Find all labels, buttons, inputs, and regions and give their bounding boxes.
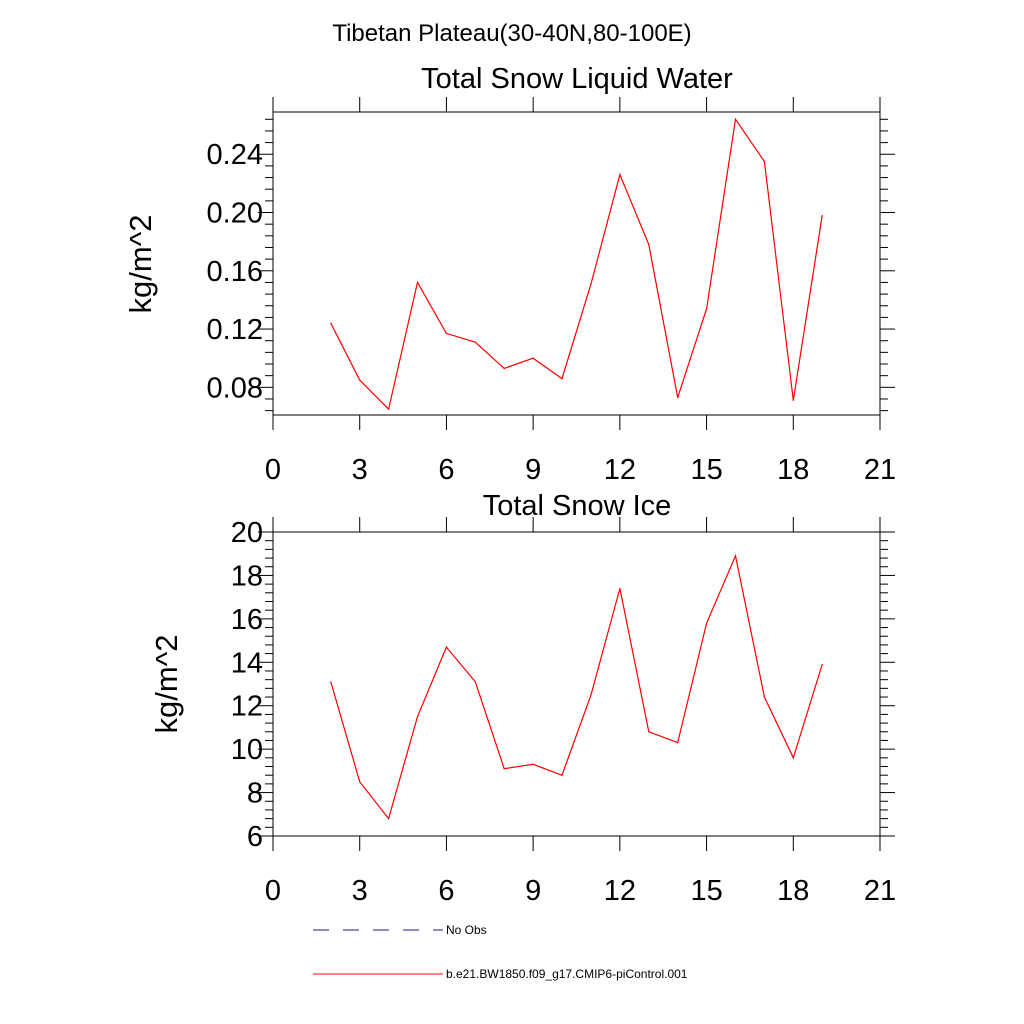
y-tick-label: 8 — [247, 778, 263, 810]
legend-label-model: b.e21.BW1850.f09_g17.CMIP6-piControl.001 — [446, 967, 688, 981]
y-tick-label: 0.12 — [207, 314, 263, 346]
data-point — [445, 646, 448, 648]
data-point — [763, 160, 765, 163]
data-point — [734, 118, 737, 120]
data-point — [416, 715, 419, 718]
panel-snow-liquid-water: Total Snow Liquid Water kg/m^2 0 3 6 9 12 15 1… — [123, 63, 896, 486]
data-point — [561, 774, 563, 776]
x-tick-label: 9 — [525, 454, 541, 486]
data-point — [619, 587, 621, 590]
series-line — [330, 117, 823, 411]
data-point — [503, 768, 505, 770]
y-axis-label: kg/m^2 — [123, 215, 158, 314]
y-tick-label: 0.20 — [207, 198, 263, 230]
x-tick-label: 6 — [438, 454, 454, 486]
data-point — [619, 174, 621, 176]
y-tick-label: 16 — [231, 604, 263, 636]
panel-snow-ice: Total Snow Ice kg/m^2 0 3 6 9 12 15 18 21 6 8 10 12… — [149, 490, 896, 907]
data-point — [445, 332, 448, 335]
x-tick-label: 15 — [690, 875, 722, 907]
y-axis-label: kg/m^2 — [149, 635, 184, 734]
plot-frame — [272, 111, 881, 416]
x-tick-label: 3 — [352, 454, 368, 486]
data-point — [734, 555, 737, 557]
data-point — [763, 696, 765, 698]
data-point — [359, 379, 361, 381]
series-line — [330, 553, 823, 820]
data-point — [821, 663, 823, 666]
plot-area: 0 3 6 9 12 15 18 21 0.08 0.12 0.16 0.20 0.24 — [207, 97, 896, 486]
data-point — [474, 341, 476, 343]
data-point — [821, 214, 823, 217]
plot-area: 0 3 6 9 12 15 18 21 6 8 10 12 14 16 18 20 — [231, 517, 896, 907]
y-tick-label: 6 — [247, 821, 263, 853]
data-point — [474, 681, 476, 683]
x-tick-label: 0 — [265, 875, 281, 907]
x-tick-label: 3 — [352, 875, 368, 907]
data-point — [532, 763, 534, 765]
y-tick-label: 10 — [231, 734, 263, 766]
plot-frame — [272, 531, 881, 837]
y-tick-label: 0.08 — [207, 372, 263, 404]
x-tick-label: 9 — [525, 875, 541, 907]
data-point — [792, 757, 794, 759]
x-tick-label: 15 — [690, 454, 722, 486]
legend: No Obs b.e21.BW1850.f09_g17.CMIP6-piCont… — [313, 923, 688, 981]
y-tick-label: 12 — [231, 691, 263, 723]
data-point — [532, 357, 534, 359]
y-tick-label: 14 — [231, 647, 263, 679]
y-tick-label: 0.16 — [207, 256, 263, 288]
x-tick-label: 0 — [265, 454, 281, 486]
y-tick-label: 18 — [231, 560, 263, 592]
data-point — [561, 377, 563, 380]
data-point — [388, 408, 390, 410]
x-tick-label: 6 — [438, 875, 454, 907]
data-point — [677, 396, 679, 399]
data-point — [648, 731, 650, 733]
data-point — [359, 781, 361, 783]
x-tick-label: 12 — [604, 454, 636, 486]
data-point — [792, 399, 794, 402]
data-point — [330, 322, 332, 324]
data-point — [503, 367, 505, 369]
x-tick-label: 18 — [777, 875, 809, 907]
x-tick-label: 21 — [864, 875, 896, 907]
data-point — [590, 694, 592, 696]
x-tick-label: 21 — [864, 454, 896, 486]
data-point — [677, 742, 679, 744]
x-tick-label: 12 — [604, 875, 636, 907]
y-tick-label: 0.24 — [207, 139, 263, 171]
data-point — [388, 818, 390, 820]
page-title: Tibetan Plateau(30-40N,80-100E) — [332, 20, 691, 47]
data-point — [705, 308, 708, 310]
data-point — [330, 681, 332, 683]
data-point — [590, 283, 592, 285]
data-point — [416, 281, 419, 284]
panel-title: Total Snow Liquid Water — [421, 63, 733, 95]
data-point — [705, 622, 708, 624]
data-point — [648, 243, 650, 246]
x-tick-label: 18 — [777, 454, 809, 486]
panel-title: Total Snow Ice — [483, 490, 672, 522]
y-tick-label: 20 — [231, 517, 263, 549]
legend-label-no-obs: No Obs — [446, 923, 487, 937]
